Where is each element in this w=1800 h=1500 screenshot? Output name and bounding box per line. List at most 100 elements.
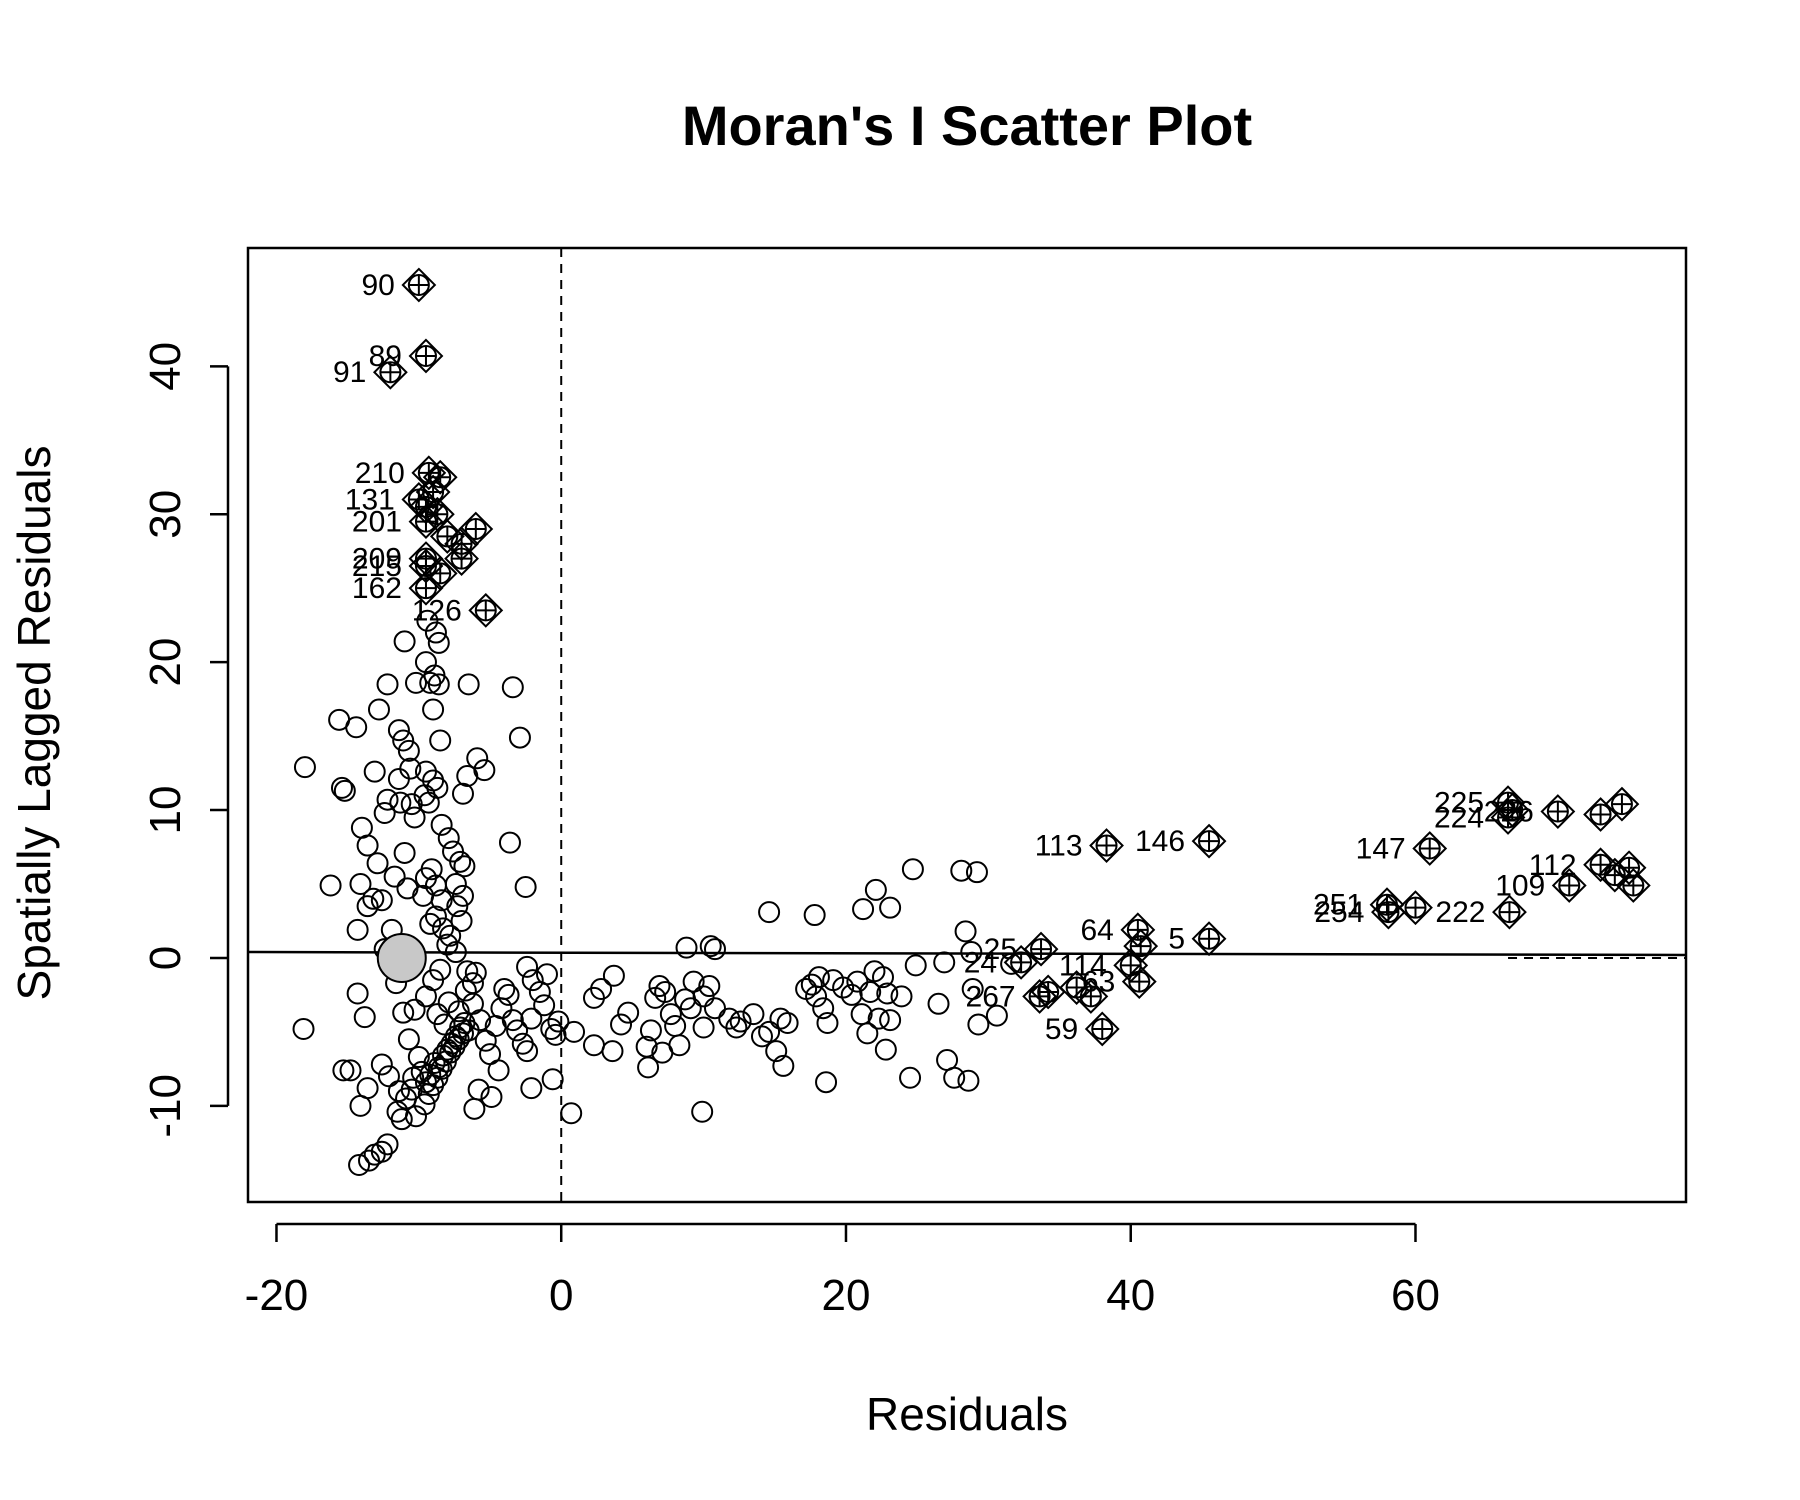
- influential-diamond: [1121, 964, 1157, 1000]
- x-axis-label: Residuals: [866, 1388, 1068, 1440]
- data-point: [397, 1028, 420, 1051]
- point-label: 89: [369, 340, 402, 373]
- data-point: [463, 1097, 486, 1120]
- data-point: [451, 1022, 474, 1045]
- data-point: [363, 760, 386, 783]
- data-point: [389, 791, 412, 814]
- point-label: 222: [1435, 896, 1485, 929]
- data-point: [692, 985, 715, 1008]
- point-label: 267: [966, 980, 1016, 1013]
- data-point: [610, 1013, 633, 1036]
- influential-diamond: [408, 570, 444, 606]
- data-point: [867, 1007, 890, 1030]
- data-point: [392, 729, 415, 752]
- data-point: [449, 850, 472, 873]
- point-label: 90: [361, 269, 394, 302]
- data-point: [370, 1053, 393, 1076]
- data-point: [703, 997, 726, 1020]
- data-point: [560, 1102, 583, 1125]
- data-point: [446, 895, 469, 918]
- y-tick-label: 20: [141, 638, 190, 687]
- data-point: [498, 831, 521, 854]
- data-point: [927, 992, 950, 1015]
- point-label: 5: [1168, 923, 1185, 956]
- influential-diamond: [422, 459, 458, 495]
- data-point: [506, 1019, 529, 1042]
- influential-diamond: [1089, 828, 1124, 863]
- data-point: [454, 979, 477, 1002]
- data-point: [967, 1013, 990, 1036]
- data-point: [339, 1059, 362, 1082]
- data-point: [333, 779, 356, 802]
- data-point: [422, 769, 445, 792]
- mean-point-marker: [376, 932, 427, 983]
- data-point: [387, 719, 410, 742]
- data-point: [864, 878, 887, 901]
- data-point: [422, 698, 445, 721]
- point-label: 64: [1080, 914, 1113, 947]
- data-point: [617, 1001, 640, 1024]
- influential-diamond: [415, 474, 451, 510]
- influential-diamond: [1191, 823, 1227, 859]
- data-point: [540, 1017, 563, 1040]
- data-point: [871, 966, 894, 989]
- data-point: [396, 877, 419, 900]
- influential-diamond: [1030, 974, 1066, 1010]
- data-point: [417, 791, 440, 814]
- data-point: [501, 676, 524, 699]
- influential-diamond: [468, 592, 504, 628]
- data-point: [453, 855, 476, 878]
- influential-diamond: [408, 504, 444, 540]
- data-point: [965, 861, 988, 884]
- data-point: [464, 961, 487, 984]
- point-label: 254: [1314, 896, 1364, 929]
- point-label: 225: [1434, 787, 1484, 820]
- point-label: 215: [352, 550, 402, 583]
- data-point: [397, 739, 420, 762]
- plot-frame: [246, 246, 1688, 1204]
- data-point: [400, 1078, 423, 1101]
- data-point: [293, 756, 316, 779]
- point-label: 113: [1035, 830, 1083, 863]
- data-point: [954, 920, 977, 943]
- data-point: [590, 978, 613, 1001]
- regression-line: [247, 950, 1687, 957]
- data-point: [469, 1009, 492, 1032]
- data-point: [950, 859, 973, 882]
- y-tick-label: 40: [141, 342, 190, 391]
- data-point: [474, 1029, 497, 1052]
- data-point: [563, 1020, 586, 1043]
- influential-diamond: [372, 354, 408, 390]
- data-point: [675, 936, 698, 959]
- data-point: [648, 975, 671, 998]
- data-point: [840, 983, 863, 1006]
- data-point: [535, 963, 558, 986]
- data-point: [487, 1059, 510, 1082]
- data-point: [514, 875, 537, 898]
- data-point: [348, 1154, 371, 1177]
- influential-diamond: [401, 267, 437, 303]
- data-point: [346, 982, 369, 1005]
- data-point: [816, 1012, 839, 1035]
- data-point: [497, 983, 520, 1006]
- influential-diamond: [429, 519, 465, 554]
- data-point: [319, 874, 342, 897]
- data-point: [390, 1108, 413, 1131]
- chart-title: Moran's I Scatter Plot: [682, 94, 1252, 157]
- y-axis-label: Spatially Lagged Residuals: [8, 446, 60, 1001]
- data-point: [682, 970, 705, 993]
- data-point: [511, 1032, 534, 1055]
- data-point: [815, 1071, 838, 1094]
- data-point: [520, 1007, 543, 1030]
- influential-diamond: [1492, 894, 1527, 930]
- data-point: [424, 905, 447, 928]
- data-point: [370, 889, 393, 912]
- influential-diamond: [1540, 794, 1576, 829]
- y-tick-label: 10: [141, 786, 190, 835]
- influential-diamond: [1551, 868, 1587, 903]
- data-point: [582, 1034, 605, 1057]
- data-point: [933, 951, 956, 974]
- data-point: [451, 884, 474, 907]
